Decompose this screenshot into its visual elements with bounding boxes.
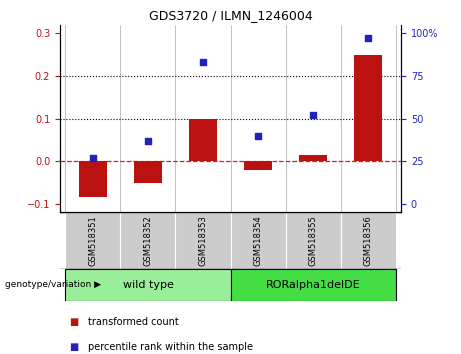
Point [89, 155, 97, 161]
Text: GSM518353: GSM518353 [199, 215, 207, 266]
Point [309, 112, 317, 118]
Bar [285, 212, 341, 269]
Text: genotype/variation ▶: genotype/variation ▶ [5, 280, 100, 290]
Point [199, 59, 207, 65]
Bar [79, 161, 106, 198]
Text: GSM518351: GSM518351 [89, 215, 97, 266]
Point [144, 138, 152, 144]
Text: transformed count: transformed count [88, 317, 178, 327]
Bar [230, 269, 396, 301]
Text: ■: ■ [69, 342, 78, 352]
Text: GSM518355: GSM518355 [308, 215, 318, 266]
Bar [65, 269, 230, 301]
Bar [134, 161, 162, 183]
Text: percentile rank within the sample: percentile rank within the sample [88, 342, 253, 352]
Text: GSM518352: GSM518352 [143, 215, 153, 266]
Bar [355, 55, 382, 161]
Bar [176, 212, 230, 269]
Text: GSM518356: GSM518356 [364, 215, 372, 266]
Bar [230, 212, 285, 269]
Bar [244, 161, 272, 170]
Bar [299, 155, 327, 161]
Text: wild type: wild type [123, 280, 173, 290]
Title: GDS3720 / ILMN_1246004: GDS3720 / ILMN_1246004 [148, 9, 313, 22]
Text: RORalpha1delDE: RORalpha1delDE [266, 280, 361, 290]
Text: ■: ■ [69, 317, 78, 327]
Bar [189, 119, 217, 161]
Point [364, 36, 372, 41]
Text: GSM518354: GSM518354 [254, 215, 262, 266]
Bar [341, 212, 396, 269]
Point [254, 133, 262, 138]
Bar [120, 212, 176, 269]
Bar [65, 212, 120, 269]
